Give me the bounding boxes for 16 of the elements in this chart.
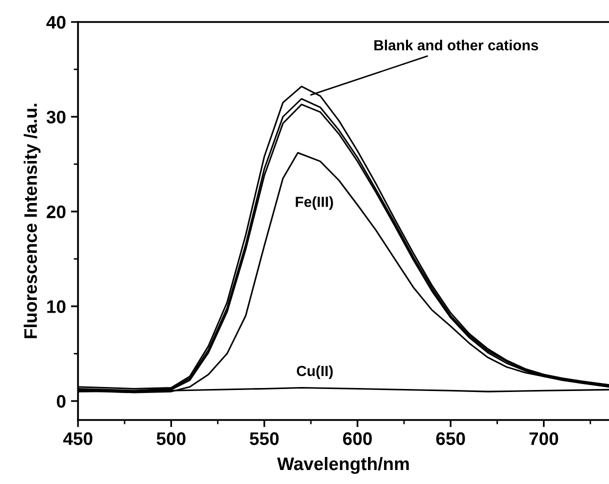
x-tick-label: 600: [343, 432, 372, 446]
y-tick-label: 30: [46, 110, 66, 124]
y-tick-label: 0: [56, 394, 66, 408]
x-tick-label: 700: [530, 432, 558, 446]
x-tick-label: 650: [436, 432, 465, 446]
annotation: Cu(II): [296, 365, 333, 380]
annotation: Blank and other cations: [374, 40, 538, 50]
y-tick-label: 20: [46, 205, 66, 218]
y-tick-label: 10: [47, 300, 66, 314]
x-tick-label: 450: [63, 432, 92, 446]
annotation: Fe(III): [296, 196, 334, 210]
x-axis-title: Wavelength/nm: [277, 456, 409, 474]
y-axis-title: Fluorescence Intensity /a.u.: [24, 104, 41, 338]
y-tick-label: 40: [46, 16, 66, 29]
x-tick-label: 500: [156, 432, 186, 446]
x-tick-label: 550: [250, 432, 279, 446]
